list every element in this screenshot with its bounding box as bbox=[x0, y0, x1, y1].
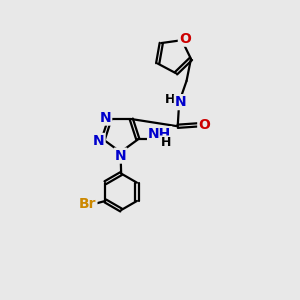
Text: N: N bbox=[175, 95, 187, 109]
Text: NH: NH bbox=[148, 127, 171, 141]
Text: O: O bbox=[198, 118, 210, 132]
Text: N: N bbox=[93, 134, 105, 148]
Text: H: H bbox=[160, 136, 171, 149]
Text: N: N bbox=[100, 111, 111, 124]
Text: H: H bbox=[165, 93, 175, 106]
Text: N: N bbox=[115, 148, 126, 163]
Text: Br: Br bbox=[79, 197, 96, 211]
Text: O: O bbox=[179, 32, 191, 46]
